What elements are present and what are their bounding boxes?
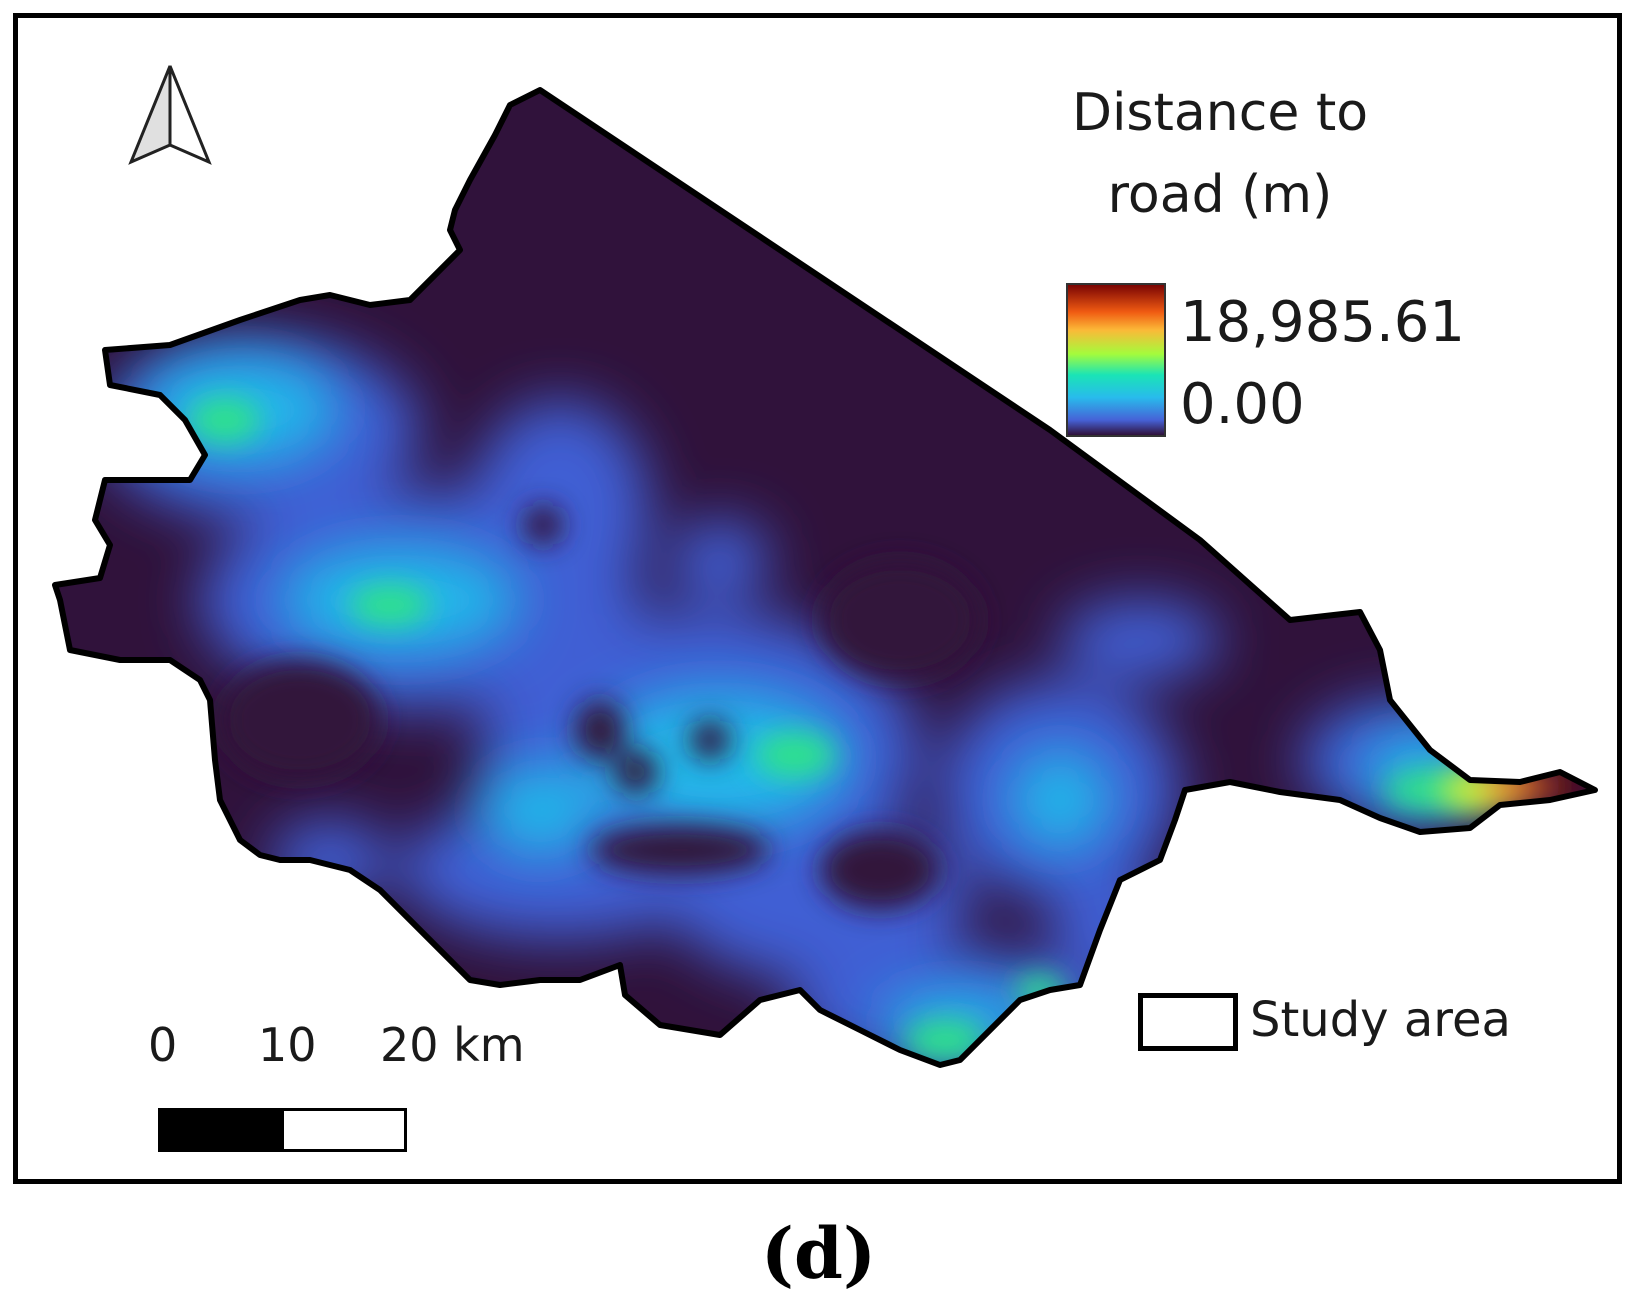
legend-title: Distance to road (m) (1000, 72, 1440, 236)
color-ramp (1066, 283, 1166, 437)
legend-title-line1: Distance to (1071, 83, 1369, 143)
scale-label-10: 10 (258, 1018, 317, 1072)
figure-caption: (d) (760, 1212, 877, 1295)
legend-max-label: 18,985.61 (1180, 290, 1466, 355)
study-area-swatch (1138, 993, 1238, 1051)
scale-bar-white-segment (281, 1108, 407, 1152)
legend-min-label: 0.00 (1180, 372, 1305, 437)
north-arrow-icon (128, 65, 212, 165)
scale-label-0: 0 (148, 1018, 178, 1072)
scale-bar-black-segment (158, 1108, 284, 1152)
study-area-label: Study area (1250, 992, 1511, 1048)
legend-title-line2: road (m) (1107, 165, 1333, 225)
scale-label-20: 20 km (380, 1018, 525, 1072)
